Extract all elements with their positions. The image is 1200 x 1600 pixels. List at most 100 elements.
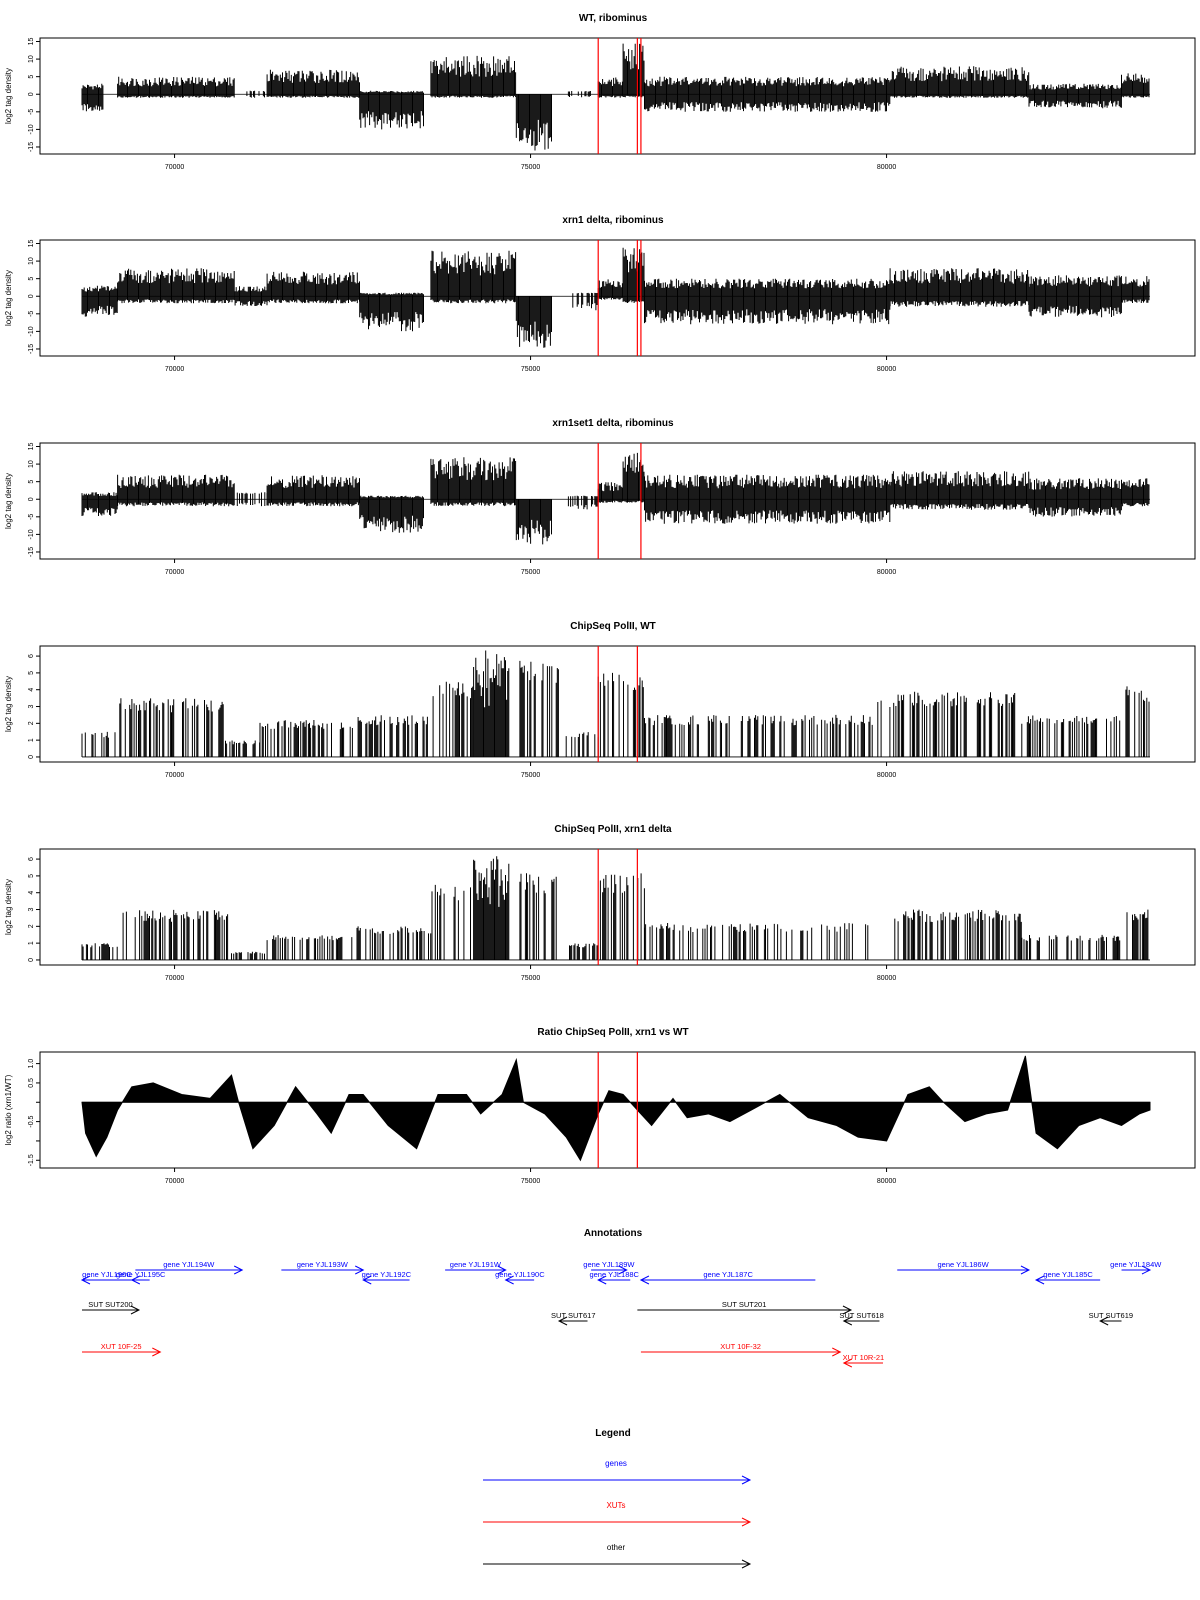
y-tick-label: 6	[28, 857, 35, 861]
legend: Legend genes XUTs other	[483, 1428, 752, 1569]
y-tick-label: 4	[28, 891, 35, 895]
density-bars	[266, 935, 353, 960]
track-panels: WT, ribominus log2 tag density -15 -10 -5 0 5 1…	[4, 13, 1196, 1185]
density-bars	[117, 474, 235, 507]
feature-label: XUT 10F-32	[720, 1342, 761, 1351]
density-bars	[889, 66, 1030, 98]
density-bars	[565, 732, 599, 757]
x-tick-label: 80000	[877, 772, 897, 779]
density-segment	[231, 951, 265, 960]
y-tick-label: -5	[28, 311, 35, 317]
y-tick-label: 0	[28, 294, 35, 298]
density-bars	[1021, 715, 1121, 757]
feature-arrow: gene YJL191W	[445, 1260, 507, 1275]
density-bars	[122, 909, 229, 960]
density-segment	[473, 856, 510, 960]
feature-label: gene YJL192C	[362, 1270, 412, 1279]
x-tick-label: 70000	[165, 975, 185, 982]
density-bars	[572, 292, 598, 311]
density-bars	[569, 943, 599, 960]
density-segment	[893, 691, 1016, 757]
density-bars	[1121, 276, 1150, 303]
density-bars	[1021, 934, 1121, 960]
density-bars	[236, 492, 268, 507]
density-segment	[597, 77, 623, 98]
density-bars	[1121, 478, 1150, 507]
feature-label: gene YJL195C	[116, 1270, 166, 1279]
y-tick-label: 1	[28, 941, 35, 945]
feature-arrow: gene YJL195C	[116, 1270, 166, 1285]
density-bars	[266, 69, 360, 98]
density-segment	[266, 475, 360, 507]
density-segment	[359, 292, 424, 332]
y-tick-label: -10	[28, 326, 35, 336]
density-bars	[877, 700, 891, 757]
y-tick-label: 0	[28, 958, 35, 962]
y-axis-label: log2 tag density	[4, 68, 13, 124]
x-tick-label: 75000	[521, 1178, 541, 1185]
density-segment	[1126, 909, 1149, 960]
y-tick-label: 2	[28, 924, 35, 928]
density-segment	[1121, 276, 1150, 303]
density-bars	[597, 672, 644, 757]
density-segment	[622, 452, 645, 503]
density-segment	[430, 457, 517, 507]
x-tick-label: 75000	[521, 975, 541, 982]
feature-label: SUT SUT200	[88, 1300, 132, 1309]
density-segment	[359, 90, 424, 130]
x-tick-label: 70000	[165, 1178, 185, 1185]
plot-frame	[39, 848, 1196, 966]
y-tick-label: 3	[28, 907, 35, 911]
density-bars	[567, 91, 591, 98]
annotations-title: Annotations	[584, 1228, 643, 1239]
density-bars	[1028, 275, 1122, 318]
density-bars	[359, 292, 424, 332]
ratio-area	[81, 1055, 1151, 1162]
density-segment	[889, 66, 1030, 98]
y-tick-label: 0	[28, 755, 35, 759]
plot-frame	[39, 645, 1196, 763]
density-bars	[1028, 83, 1122, 109]
density-bars	[1125, 686, 1150, 757]
feature-arrow: gene YJL189W	[583, 1260, 635, 1275]
density-segment	[430, 250, 517, 304]
density-segment	[357, 715, 428, 757]
y-tick-label: 15	[28, 443, 35, 451]
y-tick-label: 5	[28, 277, 35, 281]
x-tick-label: 80000	[877, 1178, 897, 1185]
density-segment	[122, 909, 229, 960]
feature-arrow: gene YJL184W	[1110, 1260, 1162, 1275]
density-bars	[356, 926, 432, 960]
y-tick-label: 4	[28, 688, 35, 692]
plot-frame	[39, 37, 1196, 155]
density-bars	[81, 492, 118, 516]
density-bars	[81, 731, 116, 757]
y-tick-label: -0.5	[28, 1115, 35, 1127]
density-segment	[259, 720, 353, 757]
y-tick-label: -10	[28, 529, 35, 539]
y-tick-label: -5	[28, 514, 35, 520]
density-segment	[117, 76, 235, 98]
panel-title: ChipSeq PolII, WT	[570, 621, 656, 632]
y-tick-label: 15	[28, 38, 35, 46]
y-tick-label: -15	[28, 344, 35, 354]
feature-arrow: XUT 10F-32	[640, 1342, 842, 1357]
density-segment	[81, 943, 118, 960]
y-tick-label: -10	[28, 124, 35, 134]
density-segment	[234, 286, 268, 306]
density-bars	[266, 271, 360, 304]
feature-arrow: gene YJL187C	[639, 1270, 816, 1285]
y-tick-label: 3	[28, 704, 35, 708]
feature-arrow: gene YJL188C	[589, 1270, 640, 1285]
y-tick-label: -15	[28, 142, 35, 152]
y-tick-label: 5	[28, 480, 35, 484]
x-tick-label: 80000	[877, 975, 897, 982]
feature-arrow: SUT SUT201	[637, 1300, 853, 1315]
density-bars	[81, 943, 118, 960]
density-segment	[515, 499, 552, 545]
feature-label: gene YJL193W	[297, 1260, 349, 1269]
density-bars	[644, 278, 891, 325]
y-tick-label: 10	[28, 257, 35, 265]
density-segment	[117, 474, 235, 507]
